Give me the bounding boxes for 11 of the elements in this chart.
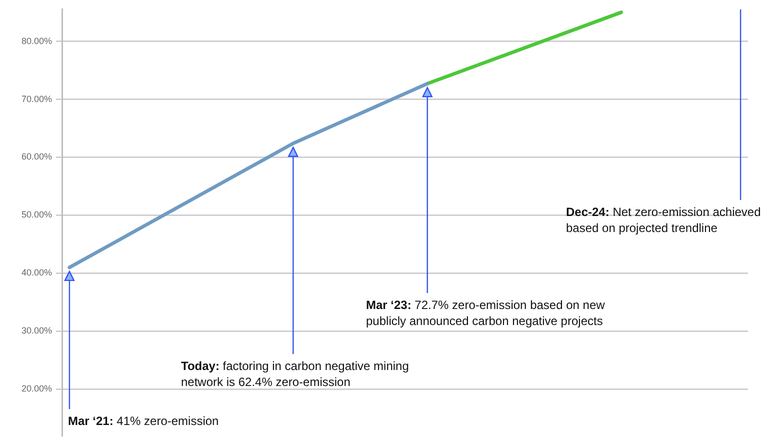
y-tick-label: 40.00% bbox=[21, 268, 52, 278]
y-tick-label: 80.00% bbox=[21, 36, 52, 46]
annotation: Mar ‘23: 72.7% zero-emission based on new publicly announced carbon negative projects bbox=[366, 298, 606, 328]
y-tick-label: 60.00% bbox=[21, 152, 52, 162]
annotation: Mar ‘21: 41% zero-emission bbox=[68, 414, 219, 428]
y-tick-label: 70.00% bbox=[21, 94, 52, 104]
y-tick-label: 50.00% bbox=[21, 210, 52, 220]
y-tick-label: 20.00% bbox=[21, 384, 52, 394]
y-tick-label: 30.00% bbox=[21, 326, 52, 336]
annotation: Dec-24: Net zero-emission achieved based on projected trendline bbox=[566, 205, 761, 235]
annotation: Today: factoring in carbon negative mining network is 62.4% zero-emission bbox=[181, 359, 409, 389]
